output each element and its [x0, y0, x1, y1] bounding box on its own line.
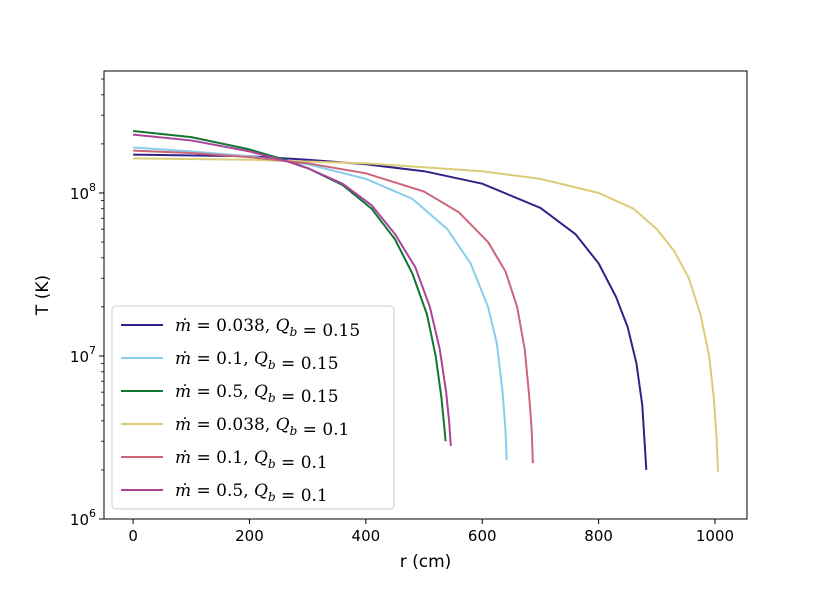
axes-frame	[103, 70, 748, 520]
legend-label-4: ṁ = 0.1, Qb = 0.1	[175, 448, 328, 473]
x-tick-label: 0	[128, 527, 138, 545]
x-tick-label: 200	[235, 527, 264, 545]
series-line-3	[133, 157, 719, 472]
legend: ṁ = 0.038, Qb = 0.15 ṁ = 0.1, Qb = 0.15…	[111, 305, 395, 510]
y-axis-label: T (K)	[33, 275, 53, 316]
ticks-layer: 0 200 400 600 800 1000 106 107 108	[70, 78, 734, 545]
legend-label-1: ṁ = 0.1, Qb = 0.15	[175, 349, 339, 374]
series-line-4	[133, 149, 534, 464]
series-line-0	[133, 153, 648, 470]
x-tick-label: 400	[352, 527, 381, 545]
legend-label-5: ṁ = 0.5, Qb = 0.1	[175, 481, 328, 506]
x-tick-label: 600	[468, 527, 497, 545]
x-tick-label: 800	[584, 527, 613, 545]
y-tick-label: 108	[70, 181, 96, 203]
legend-label-2: ṁ = 0.5, Qb = 0.15	[175, 382, 339, 407]
legend-label-0: ṁ = 0.038, Qb = 0.15	[175, 316, 360, 341]
x-tick-label: 1000	[696, 527, 734, 545]
x-axis-label: r (cm)	[400, 552, 452, 572]
y-tick-label: 107	[70, 344, 96, 366]
y-tick-label: 106	[70, 507, 96, 529]
legend-box	[111, 305, 395, 510]
series-layer	[132, 129, 719, 472]
series-line-5	[133, 133, 452, 447]
series-line-2	[132, 129, 447, 442]
legend-label-3: ṁ = 0.038, Qb = 0.1	[175, 415, 349, 440]
